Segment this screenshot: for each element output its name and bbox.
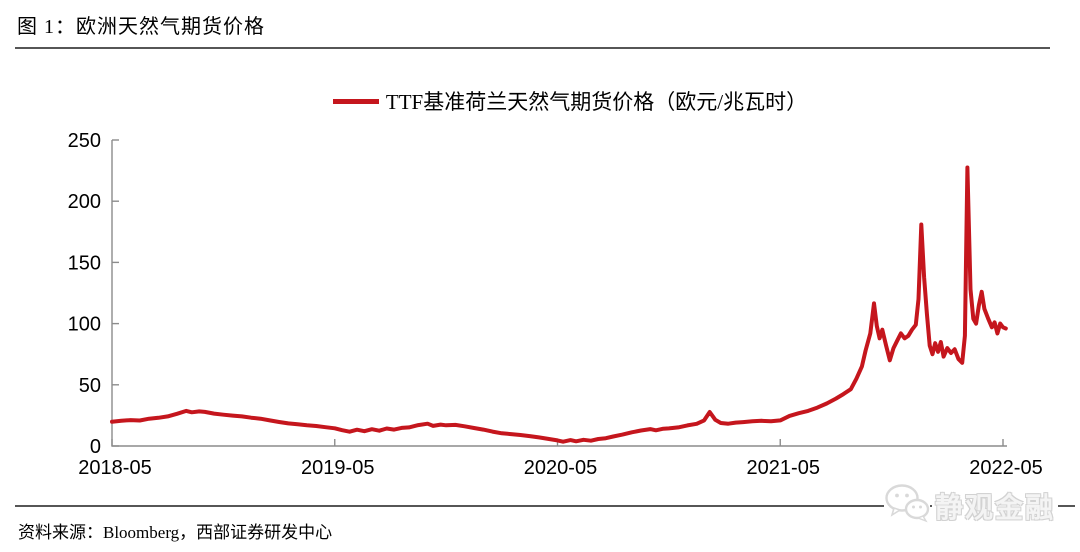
axes <box>111 139 1007 447</box>
legend-line-swatch <box>332 98 379 104</box>
bottom-rule <box>15 505 1075 507</box>
ttf-price-line <box>110 165 1008 444</box>
wechat-icon <box>884 482 930 524</box>
y-tick-label: 250 <box>68 130 101 152</box>
figure-title: 图 1：欧洲天然气期货价格 <box>17 16 265 38</box>
header-rule <box>15 47 1050 49</box>
y-tick-label: 150 <box>68 252 101 274</box>
x-tick-label: 2018-05 <box>78 457 151 479</box>
watermark-text: 静观金融 <box>932 486 1059 526</box>
x-tick-label: 2021-05 <box>747 457 820 479</box>
y-axis-tick-labels: 0 50 100 150 200 250 <box>68 130 101 458</box>
y-tick-label: 0 <box>90 436 101 458</box>
y-tick-label: 50 <box>79 375 101 397</box>
chart-legend: TTF基准荷兰天然气期货价格（欧元/兆瓦时） <box>30 86 1080 116</box>
watermark: 静观金融 <box>880 480 1070 526</box>
x-tick-label: 2022-05 <box>969 457 1042 479</box>
x-tick-label: 2019-05 <box>301 457 374 479</box>
y-tick-label: 100 <box>68 314 101 336</box>
legend-label: TTF基准荷兰天然气期货价格（欧元/兆瓦时） <box>385 90 808 114</box>
y-tick-label: 200 <box>68 191 101 213</box>
source-note: 资料来源：Bloomberg，西部证券研发中心 <box>18 523 333 542</box>
x-tick-label: 2020-05 <box>524 457 597 479</box>
x-axis-tick-labels: 2018-05 2019-05 2020-05 2021-05 2022-05 <box>78 457 1042 479</box>
